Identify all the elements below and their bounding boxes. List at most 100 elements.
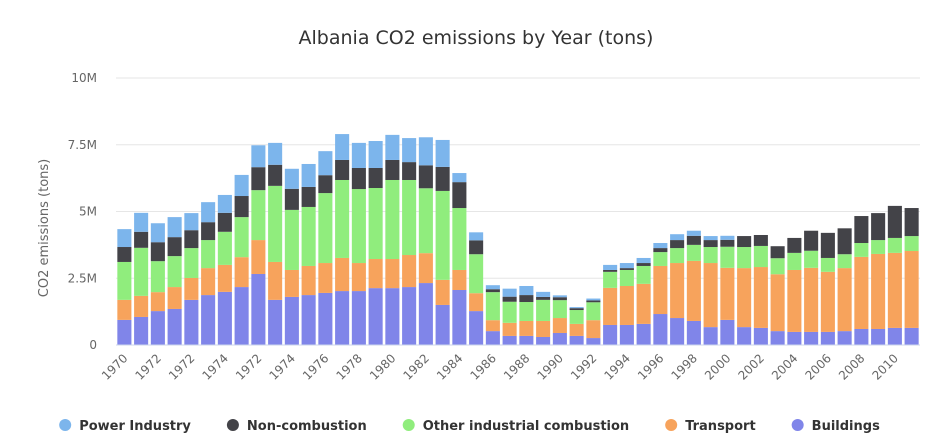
bar-segment	[519, 335, 534, 345]
bar-segment	[686, 244, 701, 261]
bar-segment	[368, 288, 383, 345]
legend-label: Other industrial combustion	[423, 419, 629, 434]
bar-segment	[536, 320, 551, 337]
x-tick-label: 2004	[769, 351, 800, 382]
bar-segment	[318, 193, 333, 264]
bar-segment	[904, 251, 919, 328]
bar-segment	[904, 327, 919, 345]
bar-segment	[586, 302, 601, 321]
bar-segment	[402, 162, 417, 180]
bar-segment	[117, 299, 132, 320]
bar-segment	[502, 288, 517, 297]
bar-segment	[201, 222, 216, 241]
bar-segment	[552, 318, 567, 333]
bar-segment	[201, 295, 216, 345]
bar-segment	[871, 213, 886, 241]
bar-segment	[603, 264, 618, 270]
legend-marker	[791, 419, 804, 431]
bar-segment	[117, 247, 132, 262]
legend-label: Power Industry	[79, 419, 191, 434]
bar-segment	[502, 296, 517, 302]
bar-segment	[737, 327, 752, 345]
bar-segment	[351, 291, 366, 345]
bar-segment	[653, 248, 668, 253]
bar-segment	[201, 268, 216, 296]
legend-item: Buildings	[791, 419, 880, 434]
chart-title: Albania CO2 emissions by Year (tons)	[299, 27, 654, 49]
bar-segment	[201, 202, 216, 223]
bar-segment	[335, 179, 350, 258]
x-tick-label: 1986	[467, 351, 498, 382]
bar-segment	[502, 301, 517, 323]
bar-segment	[134, 295, 149, 317]
bar-segment	[871, 253, 886, 329]
bar-segment	[268, 299, 283, 345]
bar-segment	[134, 212, 149, 232]
bar-segment	[184, 213, 199, 231]
bar-segment	[737, 268, 752, 328]
x-tick-label: 2000	[702, 351, 733, 382]
bar-segment	[586, 338, 601, 345]
bar-segment	[368, 141, 383, 168]
bar-segment	[201, 240, 216, 269]
x-tick-label: 1976	[300, 351, 331, 382]
bar-segment	[519, 295, 534, 303]
bar-segment	[820, 271, 835, 332]
y-tick-label: 10M	[71, 71, 97, 85]
bar-segment	[318, 151, 333, 176]
bar-segment	[351, 189, 366, 264]
bar-segment	[569, 335, 584, 345]
bar-segment	[720, 319, 735, 345]
x-tick-label: 1990	[534, 351, 565, 382]
bar-segment	[653, 314, 668, 345]
bar-segment	[301, 186, 316, 207]
bar-segment	[804, 250, 819, 268]
bar-segment	[385, 179, 400, 260]
bar-segment	[167, 287, 182, 309]
bar-segment	[670, 234, 685, 241]
bar-segment	[519, 320, 534, 336]
bar-segment	[435, 190, 450, 280]
bar-segment	[268, 164, 283, 186]
bar-segment	[335, 291, 350, 345]
bar-segment	[318, 263, 333, 293]
bar-segment	[854, 243, 869, 257]
legend-label: Buildings	[812, 419, 880, 434]
bar-segment	[619, 269, 634, 286]
bar-segment	[351, 167, 366, 190]
bar-segment	[619, 285, 634, 325]
bar-segment	[217, 212, 232, 232]
x-tick-label: 2006	[802, 351, 833, 382]
bar-segment	[301, 206, 316, 266]
bar-segment	[268, 261, 283, 300]
bar-segment	[636, 257, 651, 264]
bar-segment	[452, 208, 467, 270]
bar-segment	[887, 327, 902, 345]
bar-segment	[569, 308, 584, 311]
bar-segment	[418, 188, 433, 254]
bar-segment	[418, 253, 433, 284]
y-tick-label: 5M	[79, 205, 97, 219]
bar-segment	[502, 335, 517, 345]
bar-segment	[820, 331, 835, 345]
bar-segment	[887, 252, 902, 328]
bar-segment	[284, 269, 299, 297]
bar-segment	[653, 243, 668, 249]
bar-segment	[452, 289, 467, 345]
bar-segment	[184, 277, 199, 300]
bar-segment	[318, 175, 333, 194]
legend-item: Power Industry	[59, 419, 191, 434]
bar-segment	[770, 246, 785, 259]
bar-segment	[502, 322, 517, 336]
bar-segment	[485, 285, 500, 290]
bar-segment	[402, 179, 417, 256]
bar-segment	[217, 264, 232, 292]
legend-marker	[665, 419, 678, 431]
x-tick-label: 2008	[836, 351, 867, 382]
bar-segment	[167, 237, 182, 257]
bar-segment	[737, 236, 752, 248]
x-tick-label: 1978	[333, 351, 364, 382]
bar-segment	[904, 208, 919, 237]
bar-segment	[569, 310, 584, 324]
bar-segment	[703, 240, 718, 248]
